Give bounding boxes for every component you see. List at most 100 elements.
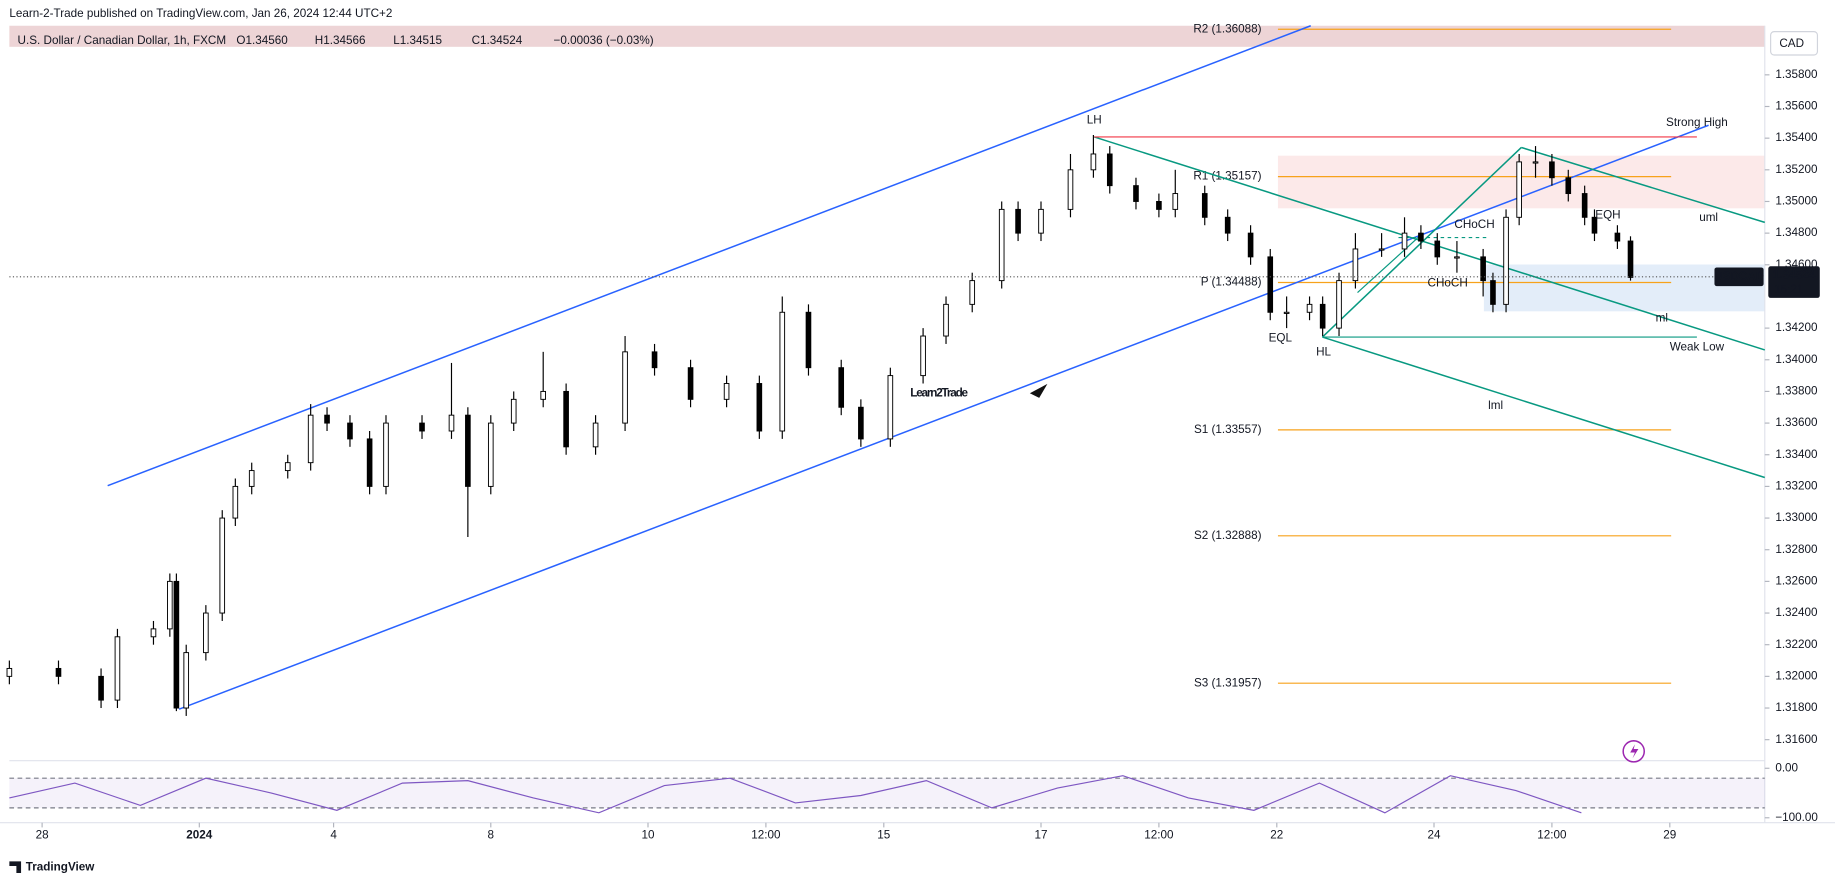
candle-body — [1336, 280, 1342, 329]
currency[interactable]: CAD — [1779, 37, 1804, 50]
y-tick-label: 1.32800 — [1775, 543, 1818, 556]
annotation: HL — [1316, 345, 1331, 358]
annotation: uml — [1699, 211, 1718, 224]
candle-body — [1480, 256, 1486, 282]
candle-body — [1352, 248, 1359, 282]
candle-body — [838, 367, 845, 408]
pivot-label: R2 (1.36088) — [1193, 22, 1261, 35]
candle-body — [1038, 208, 1044, 234]
oscillator-tick-label: 0.00 — [1775, 761, 1798, 774]
x-tick-label: 24 — [1427, 829, 1441, 842]
channel-upper — [107, 25, 1311, 487]
x-tick-label: 10 — [641, 829, 655, 842]
candle-body — [1490, 280, 1496, 305]
candle-body — [219, 517, 226, 614]
candle-body — [203, 612, 209, 654]
resistance-band — [9, 25, 1765, 47]
candle-body — [1247, 232, 1254, 258]
x-tick-label: 22 — [1270, 829, 1283, 842]
candle-body — [1454, 256, 1460, 259]
footer-logo[interactable]: TradingView — [26, 860, 96, 873]
candle-body — [1172, 193, 1179, 210]
alert-bolt — [1630, 744, 1639, 759]
candle-body — [324, 414, 330, 424]
x-tick-label: 2024 — [186, 829, 213, 842]
annotation: Strong High — [1666, 116, 1728, 129]
candle-body — [1503, 216, 1509, 305]
y-tick-label: 1.31600 — [1775, 733, 1818, 746]
candle-body — [150, 628, 157, 638]
candle-body — [465, 414, 471, 487]
candle-body — [1565, 177, 1572, 195]
ohlc-value: O1.34560 — [236, 34, 288, 47]
x-tick-label: 4 — [330, 829, 337, 842]
countdown: 15:21 — [1774, 283, 1803, 296]
x-tick-label: 12:00 — [751, 829, 781, 842]
candle-body — [805, 311, 812, 369]
pitchfork-handle — [1321, 146, 1522, 338]
publisher-line: Learn-2-Trade published on TradingView.c… — [9, 7, 392, 20]
candle-body — [487, 422, 494, 487]
candle-body — [651, 351, 658, 369]
candle-body — [920, 335, 926, 377]
candle-body — [1532, 161, 1539, 164]
annotation: CHoCH — [1428, 276, 1468, 289]
candle-body — [347, 422, 353, 440]
pitchfork-median — [1093, 136, 1766, 351]
pivot-label: P (1.34488) — [1201, 276, 1262, 289]
y-tick-label: 1.32600 — [1775, 574, 1818, 587]
candle-body — [183, 652, 190, 709]
candle-body — [622, 351, 628, 424]
candle-body — [1267, 256, 1274, 313]
y-tick-label: 1.34000 — [1775, 353, 1818, 366]
y-tick-label: 1.35400 — [1775, 131, 1818, 144]
symbol-tag-label: USDCAD — [1714, 270, 1764, 283]
candle-body — [858, 406, 864, 440]
x-tick-label: 12:00 — [1537, 829, 1567, 842]
symbol-tag — [1714, 267, 1764, 287]
x-tick-label: 29 — [1663, 829, 1676, 842]
candle-body — [1067, 169, 1074, 210]
currency-box[interactable] — [1770, 31, 1819, 56]
y-tick-label: 1.33400 — [1775, 448, 1818, 461]
price-tag — [1768, 266, 1820, 298]
candle-body — [307, 414, 314, 464]
x-tick-label: 12:00 — [1144, 829, 1174, 842]
candle-body — [1201, 193, 1208, 218]
watermark-arrow — [1029, 383, 1048, 398]
pitchfork-upper — [1521, 146, 1766, 224]
candle-body — [887, 375, 894, 440]
candle-body — [1015, 208, 1021, 234]
ohlc-value: L1.34515 — [393, 34, 442, 47]
pivot-label: S1 (1.33557) — [1194, 423, 1262, 436]
candle-body — [1401, 232, 1408, 250]
candle-body — [687, 367, 694, 400]
y-tick-label: 1.33800 — [1775, 385, 1818, 398]
oscillator-line — [9, 775, 1582, 814]
candle-body — [114, 636, 121, 701]
footer-icon — [9, 861, 22, 874]
candle-body — [1627, 240, 1634, 278]
annotation: lml — [1488, 399, 1503, 412]
candle-body — [1378, 248, 1385, 251]
x-tick-label: 17 — [1034, 829, 1047, 842]
pivot-label: S2 (1.32888) — [1194, 529, 1262, 542]
candle-body — [232, 485, 239, 519]
candle-body — [1306, 303, 1313, 313]
channel-lower — [178, 124, 1709, 710]
symbol-line: U.S. Dollar / Canadian Dollar, 1h, FXCM — [18, 34, 227, 47]
candle-body — [1106, 153, 1113, 187]
annotation: ml — [1656, 311, 1668, 324]
oscillator-band-fill — [9, 778, 1765, 808]
y-tick-label: 1.31800 — [1775, 701, 1818, 714]
price-tag-label: 1.34524 — [1773, 269, 1816, 282]
candle-body — [969, 280, 976, 305]
candle-body — [366, 438, 373, 487]
candle-body — [167, 580, 173, 630]
candle-body — [6, 667, 13, 677]
watermark: Learn2Trade — [910, 386, 968, 399]
annotation: EQH — [1595, 208, 1620, 221]
candle-body — [1156, 201, 1162, 210]
y-tick-label: 1.32400 — [1775, 606, 1818, 619]
